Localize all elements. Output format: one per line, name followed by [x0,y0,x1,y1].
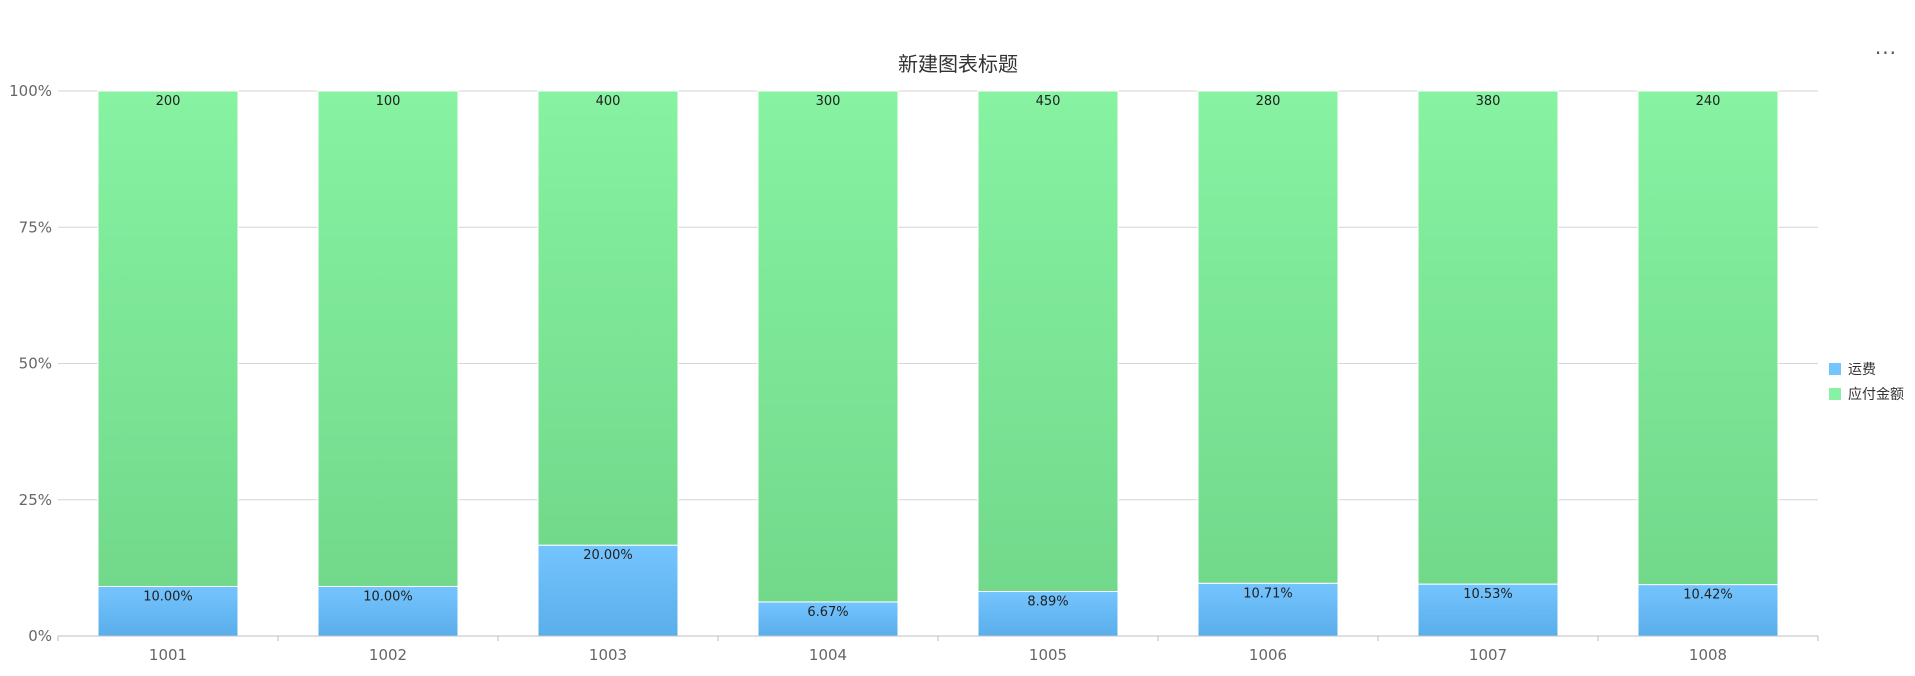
bar-payable-1005[interactable] [977,90,1119,593]
more-options-button[interactable]: ··· [1875,43,1897,63]
data-label: 6.67% [807,605,848,620]
data-label: 380 [1476,94,1501,109]
legend-label[interactable]: 应付金额 [1848,386,1904,403]
data-label: 10.00% [363,589,413,604]
bar-freight-1007[interactable] [1417,583,1559,637]
bar-freight-1003[interactable] [537,544,679,637]
bar-freight-1008[interactable] [1637,584,1779,637]
data-label: 450 [1036,94,1061,109]
bar-payable-1004[interactable] [757,90,899,603]
y-tick-label: 75% [19,218,52,236]
bar-payable-1002[interactable] [317,90,459,587]
bar-freight-1006[interactable] [1197,582,1339,637]
y-tick-label: 0% [28,627,52,645]
x-tick-label: 1003 [589,646,627,664]
bar-payable-1001[interactable] [97,90,239,587]
data-label: 240 [1696,94,1721,109]
x-tick-label: 1008 [1689,646,1727,664]
data-label: 400 [596,94,621,109]
bar-payable-1006[interactable] [1197,90,1339,584]
y-tick-label: 50% [19,355,52,373]
x-tick-label: 1005 [1029,646,1067,664]
data-label: 300 [816,94,841,109]
chart-title: 新建图表标题 [898,52,1018,76]
bar-payable-1003[interactable] [537,90,679,546]
x-tick-label: 1002 [369,646,407,664]
data-label: 8.89% [1027,595,1068,610]
legend-swatch[interactable] [1829,388,1841,400]
y-tick-label: 25% [19,491,52,509]
data-label: 10.42% [1683,588,1733,603]
x-tick-label: 1001 [149,646,187,664]
data-label: 280 [1256,94,1281,109]
x-tick-label: 1004 [809,646,847,664]
x-tick-label: 1006 [1249,646,1287,664]
bar-freight-1001[interactable] [97,585,239,637]
data-label: 10.71% [1243,586,1293,601]
bar-freight-1005[interactable] [977,591,1119,637]
ellipsis-icon[interactable]: ··· [1874,41,1897,65]
data-label: 200 [156,94,181,109]
legend-label[interactable]: 运费 [1848,362,1876,378]
data-label: 10.53% [1463,587,1513,602]
x-tick-label: 1007 [1469,646,1507,664]
legend-swatch[interactable] [1829,363,1841,375]
data-label: 10.00% [143,589,193,604]
data-label: 20.00% [583,548,633,563]
bar-payable-1007[interactable] [1417,90,1559,585]
bar-payable-1008[interactable] [1637,90,1779,586]
y-tick-label: 100% [9,82,52,100]
data-label: 100 [376,94,401,109]
